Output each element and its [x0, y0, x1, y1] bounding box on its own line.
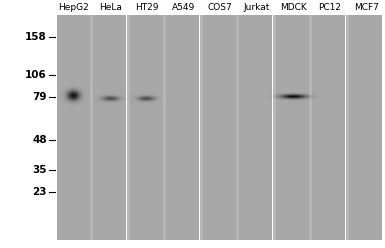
Text: MDCK: MDCK: [280, 3, 306, 12]
Text: Jurkat: Jurkat: [243, 3, 270, 12]
Text: 79: 79: [32, 92, 47, 102]
Text: 23: 23: [32, 187, 47, 197]
Text: 106: 106: [25, 70, 47, 80]
Text: HeLa: HeLa: [99, 3, 122, 12]
Text: 48: 48: [32, 135, 47, 145]
Text: COS7: COS7: [208, 3, 233, 12]
Text: PC12: PC12: [318, 3, 341, 12]
Text: HT29: HT29: [135, 3, 159, 12]
Text: HepG2: HepG2: [59, 3, 89, 12]
Text: 158: 158: [25, 32, 47, 42]
Text: MCF7: MCF7: [354, 3, 379, 12]
Text: 35: 35: [32, 165, 47, 175]
Text: A549: A549: [172, 3, 195, 12]
